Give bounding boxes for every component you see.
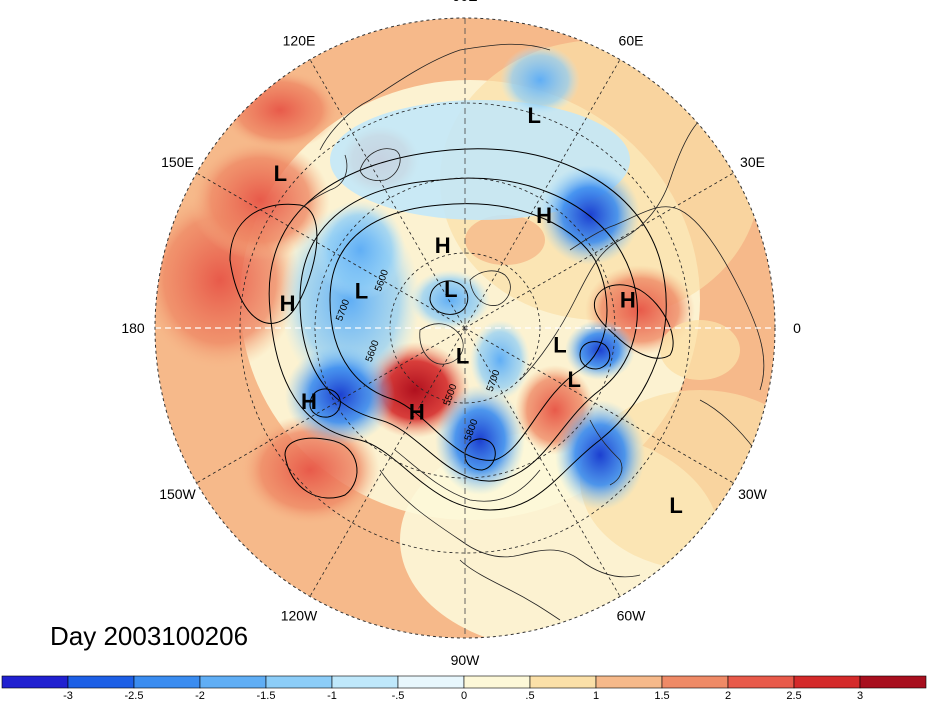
colorbar-tick-label: -1	[327, 690, 337, 702]
low-pressure-marker: L	[568, 367, 581, 392]
longitude-label: 60E	[619, 32, 644, 48]
colorbar: -3 -2.5 -2 -1.5 -1 -.5 0 .5 1 1.5 2 2.5 3	[1, 675, 927, 702]
colorbar-tick-label: 2	[725, 690, 731, 702]
longitude-label: 30E	[740, 154, 765, 170]
colorbar-tick-label: -3	[63, 690, 73, 702]
high-pressure-marker: H	[435, 233, 451, 258]
colorbar-swatch	[793, 675, 861, 689]
map-boundary	[154, 17, 776, 639]
colorbar-swatch	[331, 675, 399, 689]
colorbar-swatch	[463, 675, 531, 689]
high-pressure-marker: H	[536, 203, 552, 228]
colorbar-swatch	[265, 675, 333, 689]
colorbar-tick-label: .5	[525, 690, 534, 702]
longitude-label: 0	[793, 320, 801, 336]
longitude-label: 60W	[617, 608, 647, 624]
coastlines	[299, 43, 766, 621]
longitude-label: 30W	[738, 486, 768, 502]
colorbar-swatch	[199, 675, 267, 689]
high-pressure-marker: H	[620, 287, 636, 312]
low-pressure-marker: L	[669, 493, 682, 518]
colorbar-tick-label: -2.5	[125, 690, 144, 702]
longitude-label: 120E	[283, 32, 316, 48]
colorbar-tick-label: 3	[857, 690, 863, 702]
colorbar-swatch	[67, 675, 135, 689]
longitude-label: 150E	[161, 154, 194, 170]
colorbar-tick-label: -1.5	[257, 690, 276, 702]
longitude-label: 150W	[159, 486, 196, 502]
low-pressure-marker: L	[274, 161, 287, 186]
low-pressure-marker: L	[456, 343, 469, 368]
colorbar-tick-label: 2.5	[786, 690, 801, 702]
high-pressure-marker: H	[280, 291, 296, 316]
colorbar-tick-label: 1.5	[654, 690, 669, 702]
colorbar-swatch	[859, 675, 927, 689]
colorbar-tick-label: -2	[195, 690, 205, 702]
low-pressure-marker: L	[527, 103, 540, 128]
colorbar-tick-label: -.5	[392, 690, 405, 702]
colorbar-tick-label: 1	[593, 690, 599, 702]
colorbar-swatch	[661, 675, 729, 689]
figure-title: Day 2003100206	[50, 621, 248, 651]
colorbar-tick-label: 0	[461, 690, 467, 702]
high-pressure-marker: H	[409, 400, 425, 425]
low-pressure-marker: L	[553, 333, 566, 358]
colorbar-swatch	[133, 675, 201, 689]
longitude-label: 180	[121, 320, 145, 336]
longitude-label: 90W	[451, 652, 481, 668]
colorbar-swatch	[1, 675, 69, 689]
low-pressure-marker: L	[444, 277, 457, 302]
longitude-label: 90E	[453, 0, 478, 4]
high-pressure-marker: H	[301, 389, 317, 414]
colorbar-swatch	[397, 675, 465, 689]
anomaly-field	[155, 18, 775, 638]
height-contours	[229, 148, 674, 511]
low-pressure-marker: L	[355, 278, 368, 303]
colorbar-swatch	[529, 675, 597, 689]
colorbar-swatch	[727, 675, 795, 689]
longitude-labels: 90E 60E 30E 0 30W 60W 90W 120W 150W 180 150E 120E	[121, 0, 801, 668]
colorbar-swatch	[595, 675, 663, 689]
longitude-label: 120W	[281, 608, 318, 624]
